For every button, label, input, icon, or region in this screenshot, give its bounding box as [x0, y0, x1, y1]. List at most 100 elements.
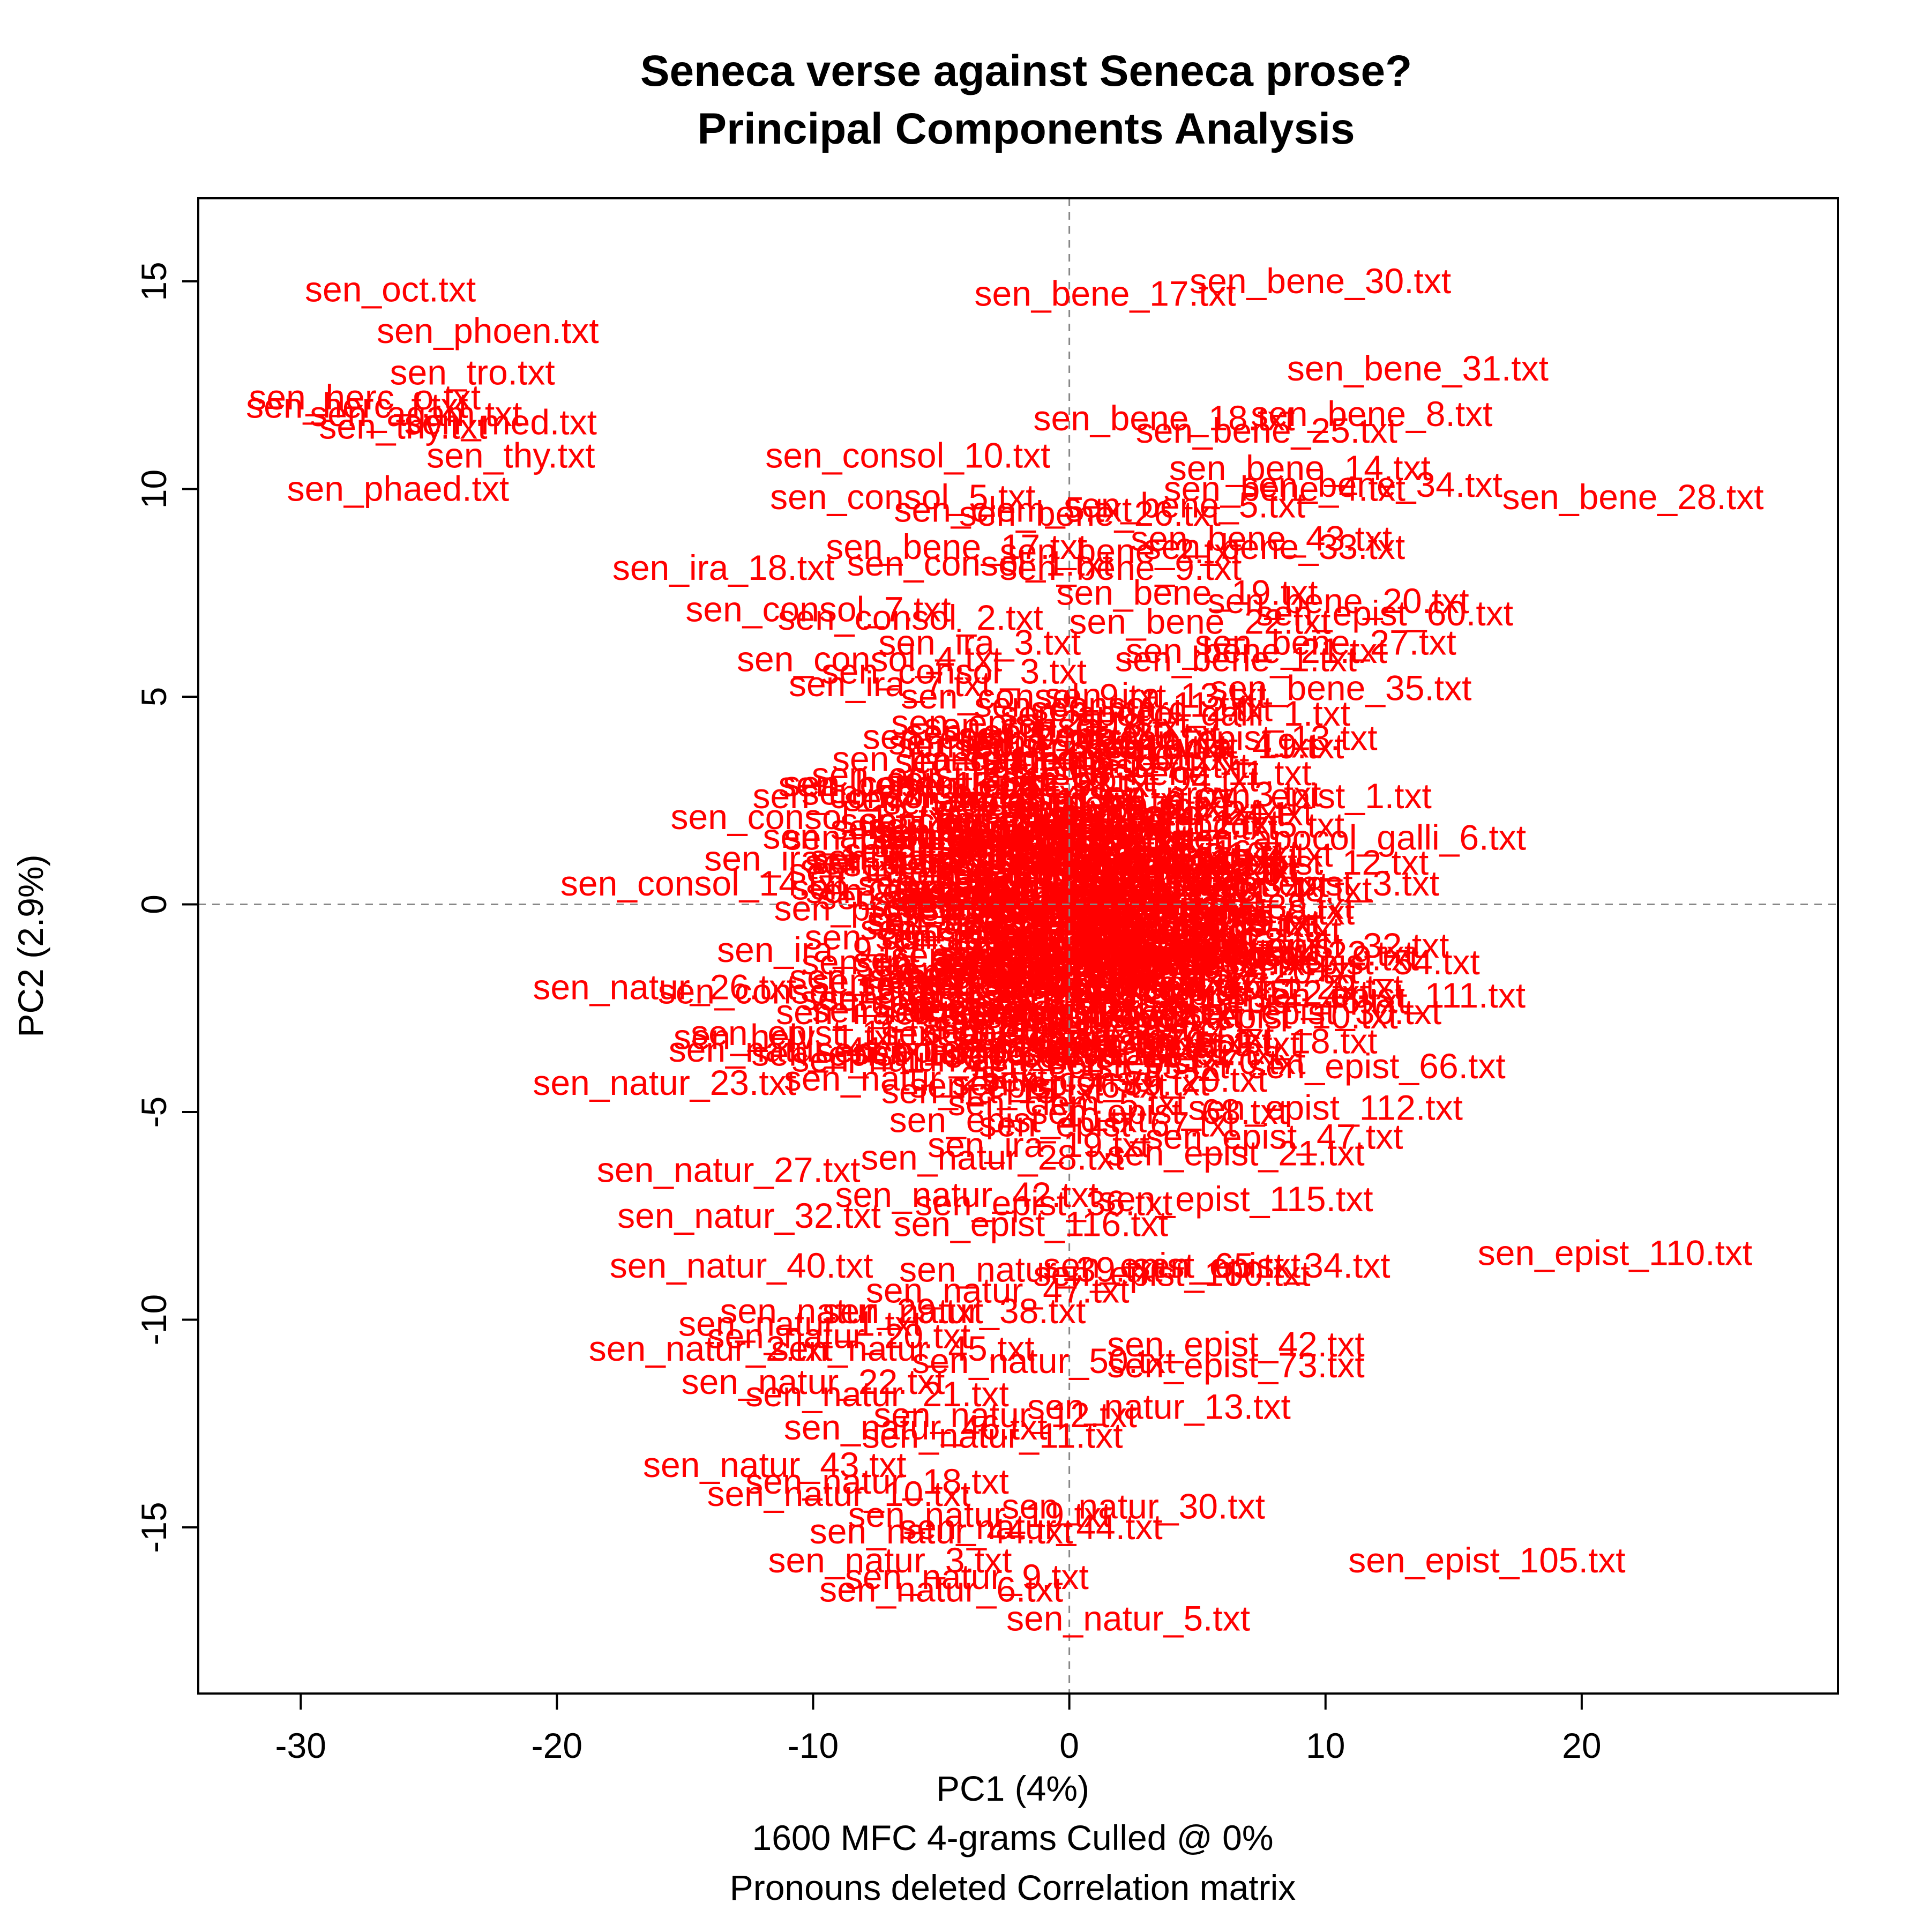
point-label: sen_clem_1.txt — [840, 801, 1078, 841]
point-label: sen_prov_3.txt — [1089, 774, 1321, 814]
point-label: sen_brev_2.txt — [936, 800, 1168, 839]
point-label: sen_bene_28.txt — [1502, 477, 1763, 517]
point-label: sen_clem_2.txt — [1016, 961, 1254, 1001]
point-label: sen_epist_29.txt — [1146, 967, 1403, 1007]
point-label: sen_epist_44.txt — [901, 886, 1158, 926]
point-label: sen_epist_107.txt — [751, 1034, 1028, 1073]
point-label: sen_bene_34.txt — [1241, 465, 1502, 504]
point-label: sen_epist_87.txt — [984, 996, 1242, 1035]
point-label: sen_consol_15.txt — [658, 971, 943, 1011]
point-label: sen_apocol_galli_5.txt — [867, 902, 1217, 942]
point-label: sen_apocol_3.txt — [982, 876, 1249, 916]
point-label: sen_natur_30.txt — [1001, 1486, 1265, 1526]
point-label: sen_consol_22.txt — [1129, 933, 1414, 973]
point-label: sen_natur_33.txt — [1034, 842, 1298, 882]
point-label: sen_tranq_3.txt — [975, 929, 1218, 968]
point-label: sen_epist_98.txt — [901, 765, 1159, 804]
point-label: sen_helv_2.txt — [869, 956, 1097, 996]
point-label: sen_bene_9.txt — [1000, 548, 1242, 587]
point-label: sen_epist_109.txt — [949, 998, 1226, 1038]
point-label: sen_natur_29.txt — [720, 1291, 983, 1331]
point-label: sen_consol_3.txt — [821, 652, 1087, 691]
point-label: sen_epist_40.txt — [889, 1100, 1147, 1140]
point-label: sen_epist_57.txt — [951, 993, 1209, 1032]
point-label: sen_epist_50.txt — [877, 992, 1134, 1032]
point-label: sen_epist_60.txt — [1255, 593, 1513, 633]
point-label: sen_natur_28.txt — [861, 1137, 1124, 1177]
point-label: sen_epist_46.txt — [1150, 981, 1408, 1020]
point-label: sen_epist_103.txt — [929, 955, 1206, 995]
x-tick-label: -30 — [275, 1726, 326, 1765]
point-label: sen_epist_114.txt — [858, 964, 1133, 1004]
point-label: sen_natur_43.txt — [643, 1445, 907, 1485]
point-label: sen_natur_32.txt — [617, 1196, 881, 1235]
point-label: sen_epist_25.txt — [891, 702, 1149, 742]
point-label: sen_epist_100.txt — [1033, 1254, 1310, 1293]
point-label: sen_marc_3.txt — [1021, 882, 1262, 921]
point-label: sen_epist_14.txt — [902, 894, 1160, 934]
point-label: sen_clem_3.txt — [844, 831, 1082, 870]
point-label: sen_ira_7.txt — [922, 888, 1124, 928]
point-label: sen_epist_118.txt — [954, 727, 1228, 766]
point-label: sen_ira_8.txt — [954, 869, 1157, 908]
zero-reference-lines — [198, 198, 1838, 1694]
point-label: sen_bene_37.txt — [812, 841, 1073, 881]
point-label: sen_natur_41.txt — [669, 1030, 932, 1069]
point-label: sen_brev_1.txt — [919, 967, 1152, 1006]
point-label: sen_tranq_1.txt — [832, 739, 1076, 778]
point-label: sen_epist_67.txt — [979, 1104, 1237, 1144]
point-label: sen_bene_10.txt — [980, 980, 1242, 1020]
point-label: sen_epist_18.txt — [1120, 1021, 1378, 1061]
point-label: sen_epist_101.txt — [970, 878, 1247, 918]
point-label: sen_herc_f.txt — [246, 386, 468, 426]
point-label: sen_vita_3.txt — [1111, 865, 1329, 905]
point-label: sen_epist_59.txt — [1064, 903, 1322, 943]
point-label: sen_natur_40.txt — [610, 1245, 873, 1285]
point-label: sen_ira_9.txt — [1034, 965, 1237, 1005]
point-label: sen_ira_11.txt — [1019, 839, 1238, 878]
point-label: sen_consol_14.txt — [560, 863, 846, 903]
point-label: sen_thy.txt — [427, 436, 595, 475]
point-label: sen_const_1.txt — [805, 917, 1052, 957]
point-label: sen_natur_12.txt — [873, 1395, 1137, 1435]
point-label: sen_bene_7.txt — [812, 990, 1053, 1030]
x-tick-label: -10 — [788, 1726, 839, 1765]
point-label: sen_bene_16.txt — [1037, 833, 1299, 872]
x-tick-label: 20 — [1562, 1726, 1601, 1765]
point-label: sen_epist_119.txt — [995, 864, 1269, 904]
point-label: sen_apocol_galli_3.txt — [763, 816, 1113, 856]
point-label: sen_natur_10.txt — [707, 1474, 970, 1513]
point-label: sen_natur_4.txt — [1056, 850, 1300, 890]
point-label: sen_epist_121.txt — [910, 987, 1187, 1027]
point-label: sen_epist_22.txt — [946, 926, 1204, 966]
point-label: sen_consol_9.txt — [901, 676, 1166, 716]
point-label: sen_epist_85.txt — [898, 725, 1155, 765]
point-label: sen_prov_2.txt — [949, 909, 1182, 949]
y-tick-label: -5 — [134, 1096, 174, 1128]
point-label: sen_natur_21.txt — [745, 1374, 1009, 1414]
point-label: sen_epist_108.txt — [989, 939, 1266, 979]
point-label: sen_natur_42.txt — [835, 1175, 1099, 1214]
point-label: sen_tranq_4.txt — [939, 817, 1183, 857]
point-label: sen_consol_6.txt — [783, 764, 1048, 803]
point-label: sen_epist_105.txt — [1348, 1540, 1625, 1580]
y-axis: -15 -10 -5 0 5 10 15 — [134, 262, 198, 1553]
y-tick-label: -15 — [134, 1502, 174, 1553]
point-label: sen_bene_36.txt — [886, 912, 1147, 951]
point-label: sen_epist_19.txt — [1087, 726, 1344, 766]
point-label: sen_marc_1.txt — [934, 944, 1176, 983]
point-label: sen_bene_20.txt — [1208, 581, 1469, 621]
point-label: sen_bene_27.txt — [1195, 622, 1456, 662]
point-label: sen_ira_19.txt — [928, 1125, 1150, 1165]
point-label: sen_epist_3.txt — [1201, 863, 1439, 903]
point-label: sen_epist_17.txt — [1064, 933, 1322, 972]
point-label: sen_epist_73.txt — [1107, 1345, 1365, 1385]
point-label: sen_natur_6.txt — [819, 1569, 1063, 1609]
point-label: sen_epist_86.txt — [995, 969, 1252, 1009]
point-label: sen_vita_2.txt — [1014, 787, 1232, 827]
point-label: sen_epist_23.txt — [881, 1013, 1139, 1053]
point-label: sen_tranq_5.txt — [951, 821, 1194, 861]
chart-title-line-1: Seneca verse against Seneca prose? — [640, 47, 1412, 95]
point-label: sen_epist_4.txt — [892, 851, 1130, 891]
